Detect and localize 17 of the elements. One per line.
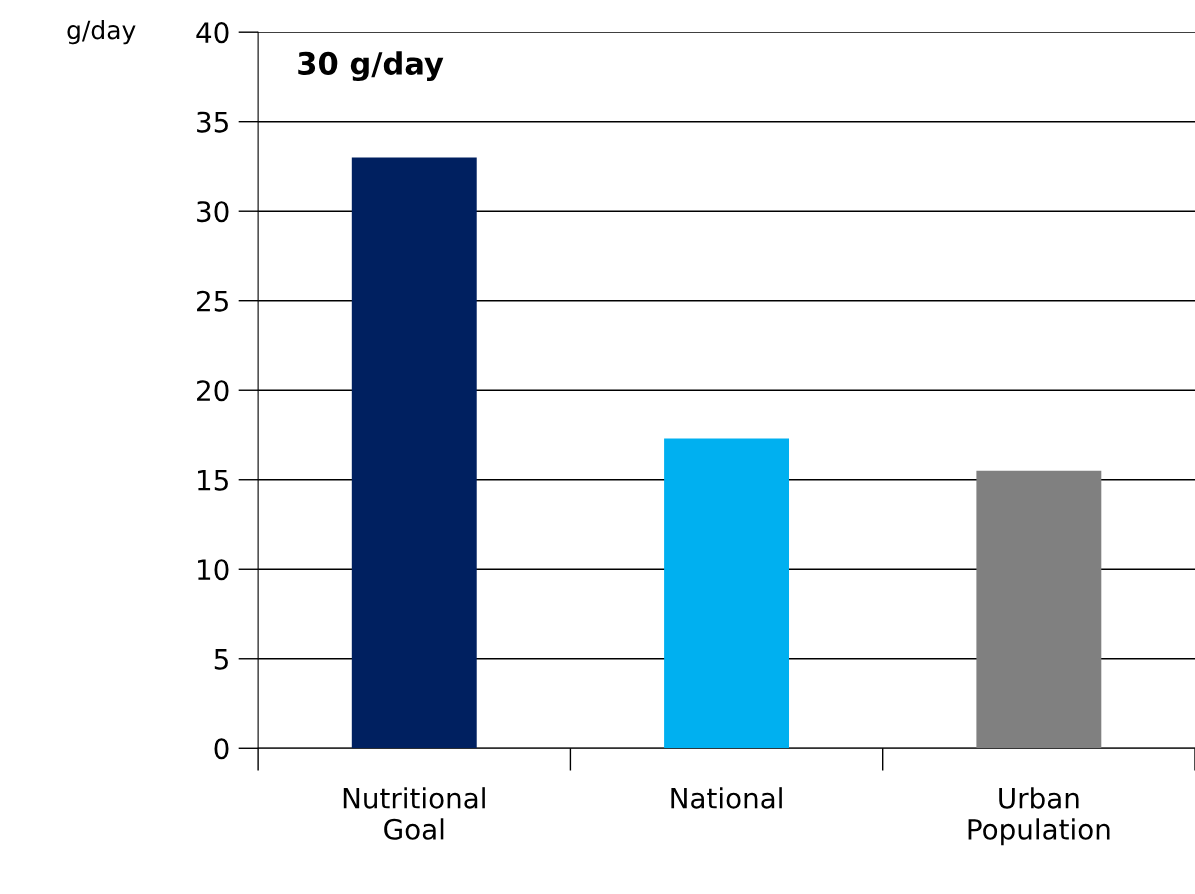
annotation: 30 g/day [298, 51, 444, 82]
y-tick-label: 15 [198, 470, 228, 491]
x-tick-label: Nutritional Goal [343, 787, 485, 840]
y-tick-label: 35 [197, 111, 228, 133]
y-tick-label: 10 [198, 559, 229, 581]
bar [976, 470, 1102, 749]
bar [351, 157, 477, 749]
y-tick-label: 5 [214, 649, 228, 670]
y-tick-label: 0 [214, 738, 229, 760]
y-tick-label: 30 [197, 201, 229, 223]
x-tick-label: Urban Population [968, 787, 1110, 846]
y-tick-label: 25 [197, 290, 228, 312]
y-tick-label: 40 [196, 22, 229, 44]
y-axis-title: g/day [67, 20, 136, 45]
y-tick-label: 20 [197, 380, 229, 402]
x-tick-label: National [671, 787, 782, 809]
bar [664, 438, 790, 749]
